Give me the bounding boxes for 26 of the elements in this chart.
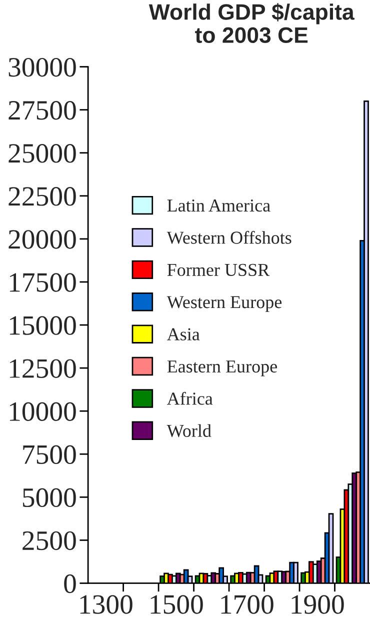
- legend-label: World: [166, 424, 212, 438]
- y-tick-label: 17500: [10, 273, 76, 292]
- y-tick-label: 27500: [8, 100, 76, 120]
- y-tick-label: 2500: [22, 531, 76, 550]
- legend-label: Eastern Europe: [167, 360, 277, 376]
- y-tick-label: 20000: [8, 230, 76, 249]
- y-tick-label: 5000: [23, 488, 76, 508]
- y-tick-label: 22500: [8, 187, 76, 206]
- x-tick-label: 1700: [221, 595, 274, 614]
- legend-label: Western Europe: [166, 296, 282, 312]
- y-tick-label: 30000: [8, 58, 76, 77]
- y-tick-label: 10000: [10, 402, 76, 421]
- legend-label: Former USSR: [167, 264, 270, 276]
- legend-label: Latin America: [167, 199, 270, 212]
- legend-label: Asia: [166, 328, 200, 340]
- y-tick-label: 0: [64, 574, 76, 594]
- legend-label: Western Offshots: [166, 230, 292, 244]
- x-tick-label: 1500: [150, 595, 203, 614]
- y-tick-label: 12500: [10, 359, 76, 378]
- legend-label: Africa: [166, 392, 213, 405]
- y-tick-label: 15000: [10, 316, 76, 335]
- y-tick-label: 7500: [23, 445, 76, 464]
- chart-title: World GDP $/capita to 2003 CE: [148, 3, 354, 44]
- x-tick-label: 1300: [80, 595, 132, 614]
- x-tick-label: 1900: [292, 595, 344, 614]
- y-tick-label: 25000: [8, 144, 76, 163]
